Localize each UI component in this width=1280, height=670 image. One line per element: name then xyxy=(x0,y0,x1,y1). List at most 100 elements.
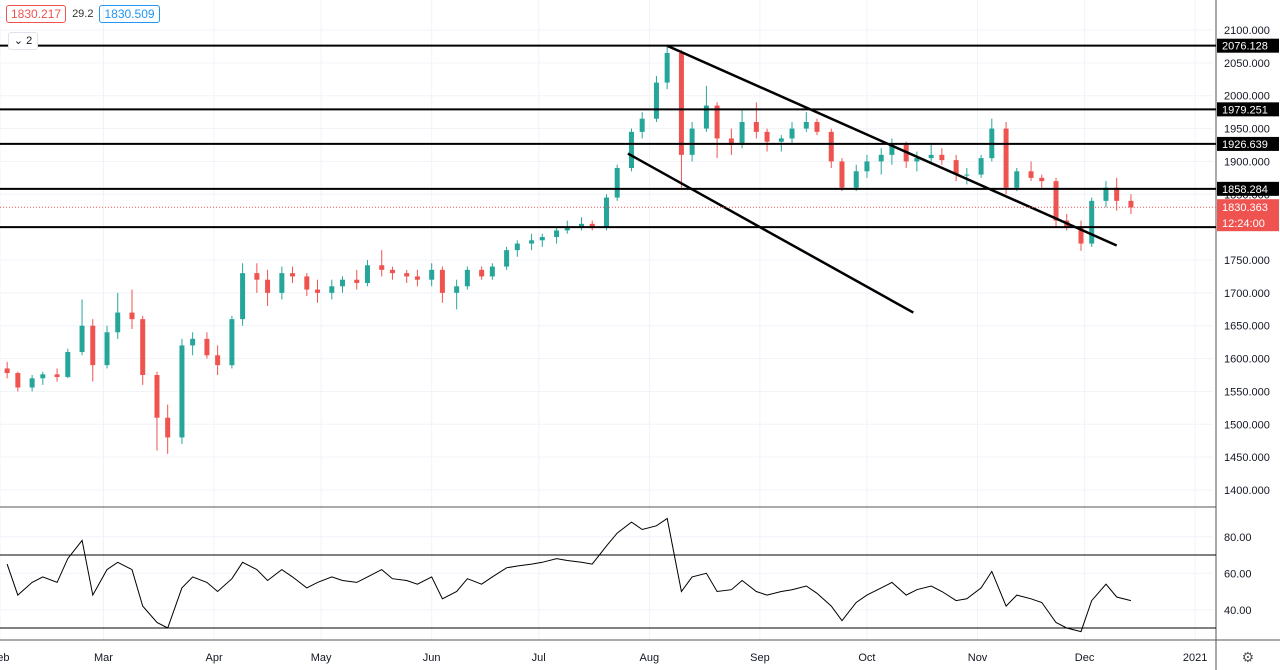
candle-body xyxy=(304,276,310,290)
candle-body xyxy=(514,243,520,251)
trend-line xyxy=(666,44,1118,247)
time-tick-label: Jun xyxy=(423,652,441,664)
candle-body xyxy=(714,105,720,139)
candle-body xyxy=(664,53,670,83)
candle-body xyxy=(1028,171,1034,178)
candle-body xyxy=(953,160,959,175)
candle-body xyxy=(15,373,21,388)
rsi-tick-label: 40.00 xyxy=(1224,605,1252,617)
candle-body xyxy=(914,158,920,162)
candle-body xyxy=(1128,200,1134,208)
current-price-label: 1830.363 xyxy=(1222,202,1268,214)
level-tag-label: 1858.284 xyxy=(1222,184,1268,196)
time-tick-label: 2021 xyxy=(1183,652,1207,664)
price-chip-2: 1830.509 xyxy=(99,5,160,23)
grid xyxy=(0,0,1213,640)
price-tick-label: 1400.000 xyxy=(1224,485,1270,497)
candle-body xyxy=(65,352,71,377)
price-tick-label: 2000.000 xyxy=(1224,91,1270,103)
time-tick-label: May xyxy=(311,652,332,664)
level-tag xyxy=(1217,136,1279,151)
candle-body xyxy=(389,269,395,274)
candle-body xyxy=(329,286,335,293)
candle-body xyxy=(1089,200,1095,244)
candle-body xyxy=(853,171,859,188)
price-tick-label: 1950.000 xyxy=(1224,124,1270,136)
candle-body xyxy=(1078,227,1084,244)
candle-body xyxy=(703,105,709,129)
candle-body xyxy=(928,154,934,159)
candle-body xyxy=(464,269,470,287)
price-tick-label: 1700.000 xyxy=(1224,288,1270,300)
candle-body xyxy=(379,265,385,270)
candle-body xyxy=(1053,181,1059,221)
level-tag-label: 1926.639 xyxy=(1222,139,1268,151)
candle-body xyxy=(964,174,970,176)
candle-body xyxy=(215,355,221,366)
candle-body xyxy=(1114,187,1120,201)
candle-body xyxy=(129,312,135,320)
time-tick-label: Jul xyxy=(532,652,546,664)
candle-body xyxy=(454,286,460,293)
candle-body xyxy=(79,325,85,352)
candle-body xyxy=(678,53,684,155)
collapse-indicators-button[interactable]: ⌄ 2 xyxy=(8,32,38,50)
gear-icon[interactable]: ⚙ xyxy=(1241,650,1254,666)
candle-body xyxy=(728,138,734,145)
time-tick-label: Dec xyxy=(1075,652,1095,664)
candle-body xyxy=(529,240,535,244)
candle-body xyxy=(814,122,820,132)
price-tick-label: 1650.000 xyxy=(1224,321,1270,333)
countdown-label: 12:24:00 xyxy=(1222,218,1265,230)
candle-body xyxy=(653,82,659,119)
price-tick-label: 2100.000 xyxy=(1224,25,1270,37)
candle-body xyxy=(614,168,620,198)
candle-body xyxy=(414,276,420,280)
candle-body xyxy=(1003,128,1009,188)
level-tag xyxy=(1217,181,1279,196)
candle-body xyxy=(229,319,235,366)
time-tick-label: Aug xyxy=(640,652,660,664)
candle-body xyxy=(803,122,809,129)
candle-body xyxy=(489,266,495,277)
candle-body xyxy=(539,237,545,241)
candle-body xyxy=(1014,171,1020,188)
time-tick-label: Feb xyxy=(0,652,9,664)
candle-body xyxy=(778,138,784,142)
candle-body xyxy=(864,161,870,172)
candle-body xyxy=(764,131,770,142)
rsi-tick-label: 60.00 xyxy=(1224,568,1252,580)
candle-body xyxy=(364,265,370,283)
candle-body xyxy=(579,223,585,228)
candles xyxy=(4,45,1134,454)
current-price-tag xyxy=(1217,199,1279,232)
candle-body xyxy=(628,131,634,168)
candle-body xyxy=(179,345,185,438)
time-tick-label: Apr xyxy=(205,652,222,664)
time-tick-label: Nov xyxy=(968,652,988,664)
price-tick-label: 1900.000 xyxy=(1224,156,1270,168)
candle-body xyxy=(1103,187,1109,201)
candle-body xyxy=(878,154,884,162)
candle-body xyxy=(279,273,285,293)
candle-body xyxy=(939,154,945,161)
candle-body xyxy=(689,128,695,155)
price-chip: 1830.217 xyxy=(6,5,67,23)
time-tick-label: Mar xyxy=(94,652,113,664)
level-tag-label: 1979.251 xyxy=(1222,104,1268,116)
candle-body xyxy=(639,118,645,132)
candle-body xyxy=(1039,177,1045,182)
candle-body xyxy=(290,273,296,277)
candle-body xyxy=(40,374,46,379)
price-tick-label: 1550.000 xyxy=(1224,386,1270,398)
candle-body xyxy=(739,122,745,145)
candle-body xyxy=(54,374,60,377)
candle-body xyxy=(315,289,321,293)
candle-body xyxy=(339,279,345,287)
candle-body xyxy=(789,128,795,139)
price-tick-label: 1600.000 xyxy=(1224,354,1270,366)
candle-body xyxy=(254,273,260,280)
trend-line xyxy=(627,152,914,314)
candle-body xyxy=(554,230,560,237)
